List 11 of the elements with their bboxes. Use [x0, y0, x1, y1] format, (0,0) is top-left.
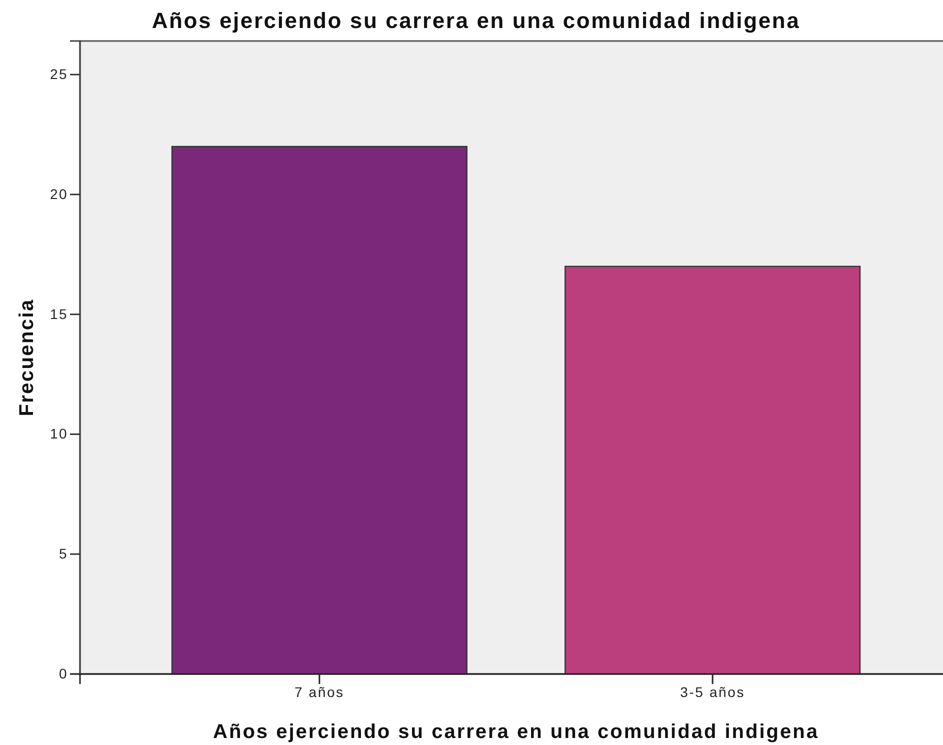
- x-tick-label: 7 años: [294, 684, 344, 700]
- x-tick-label: 3-5 años: [680, 684, 746, 700]
- y-tick-label: 5: [59, 546, 68, 562]
- y-tick-label: 10: [50, 426, 68, 442]
- y-tick-label: 25: [50, 66, 68, 82]
- y-axis-title: Frecuencia: [16, 298, 38, 416]
- y-tick-label: 20: [50, 186, 68, 202]
- y-tick-label: 15: [50, 306, 68, 322]
- x-axis-title: Años ejerciendo su carrera en una comunidad indigena: [213, 721, 819, 743]
- y-tick-label: 0: [59, 665, 68, 682]
- chart-title: Años ejerciendo su carrera en una comunidad indigena: [152, 8, 800, 33]
